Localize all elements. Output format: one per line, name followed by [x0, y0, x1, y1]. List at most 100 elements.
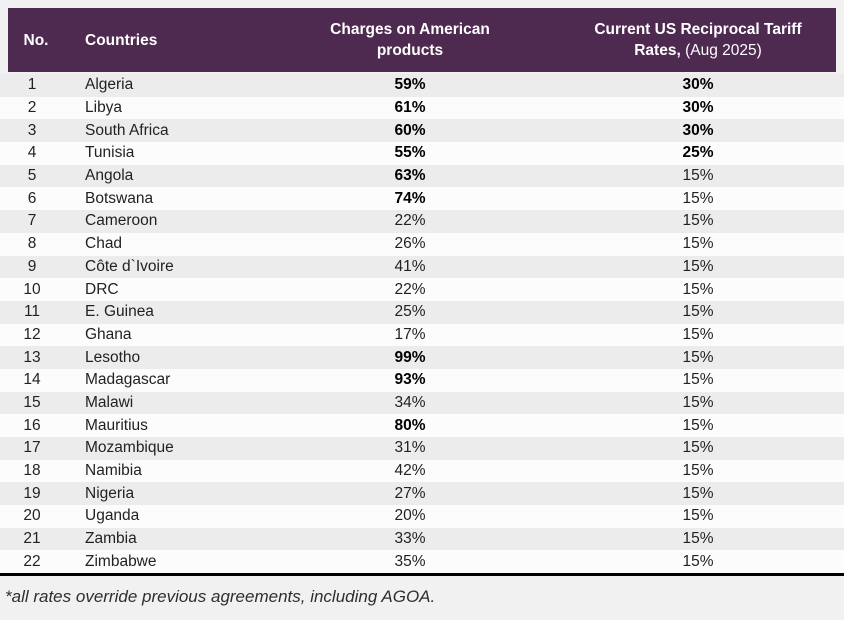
row-number: 3 [27, 121, 37, 139]
tariff-value: 15% [682, 484, 714, 502]
tariff-value: 30% [682, 76, 714, 94]
table-row: 16 Mauritius 80% 15% [0, 414, 844, 437]
tariff-value: 15% [682, 257, 714, 275]
charge-value: 17% [394, 325, 426, 343]
row-number: 15 [23, 393, 41, 411]
column-header-charges-line2: products [376, 42, 444, 59]
row-number: 17 [23, 439, 41, 457]
charge-value: 59% [394, 76, 426, 94]
country-name: E. Guinea [85, 303, 154, 321]
table-row: 9 Côte d`Ivoire 41% 15% [0, 255, 844, 279]
country-name: Ghana [85, 325, 132, 343]
tariff-value: 15% [682, 439, 714, 457]
charge-value: 41% [394, 257, 426, 275]
table-row: 10 DRC 22% 15% [0, 278, 844, 301]
row-number: 7 [27, 212, 37, 230]
country-name: Nigeria [85, 484, 135, 502]
tariff-value: 15% [682, 371, 714, 389]
table-row: 15 Malawi 34% 15% [0, 391, 844, 415]
column-header-tariff: Current US Reciprocal Tariff Rates, (Aug… [560, 19, 836, 61]
charge-value: 80% [394, 416, 426, 434]
table-row: 18 Namibia 42% 15% [0, 459, 844, 483]
tariff-value: 15% [682, 212, 714, 230]
table-row: 11 E. Guinea 25% 15% [0, 300, 844, 324]
row-number: 4 [27, 144, 37, 162]
row-number: 2 [27, 99, 37, 117]
charge-value: 26% [394, 235, 426, 253]
table-body: 1 Algeria 59% 30% 2 Libya 61% 30% 3 South Africa 6… [0, 74, 844, 574]
country-name: Zimbabwe [85, 552, 157, 570]
column-header-charges-line1: Charges on American [330, 21, 490, 38]
row-number: 9 [27, 257, 37, 275]
row-number: 10 [23, 280, 41, 298]
tariff-value: 15% [682, 507, 714, 525]
tariff-value: 15% [682, 235, 714, 253]
table-row: 8 Chad 26% 15% [0, 232, 844, 256]
table-row: 4 Tunisia 55% 25% [0, 142, 844, 165]
row-number: 6 [27, 189, 37, 207]
charge-value: 74% [394, 189, 426, 207]
country-name: Algeria [85, 76, 134, 94]
table-row: 20 Uganda 20% 15% [0, 505, 844, 528]
row-number: 5 [27, 167, 37, 185]
tariff-value: 15% [682, 325, 714, 343]
tariff-value: 15% [682, 552, 714, 570]
country-name: South Africa [85, 121, 169, 139]
charge-value: 99% [394, 348, 426, 366]
tariff-value: 30% [682, 99, 714, 117]
country-name: Tunisia [85, 144, 135, 162]
country-name: Chad [85, 235, 123, 253]
table-row: 21 Zambia 33% 15% [0, 527, 844, 551]
table-bottom-border [0, 573, 844, 577]
charge-value: 63% [394, 167, 426, 185]
charge-value: 61% [394, 99, 426, 117]
charge-value: 22% [394, 280, 426, 298]
table-row: 17 Mozambique 31% 15% [0, 437, 844, 460]
table-row: 2 Libya 61% 30% [0, 96, 844, 120]
table-row: 3 South Africa 60% 30% [0, 119, 844, 143]
country-name: Zambia [85, 530, 137, 548]
tariff-value: 15% [682, 416, 714, 434]
tariff-value: 25% [682, 144, 714, 162]
row-number: 14 [23, 371, 41, 389]
charge-value: 25% [394, 303, 426, 321]
column-header-charges: Charges on American products [260, 19, 560, 61]
tariff-value: 15% [682, 280, 714, 298]
country-name: Lesotho [85, 348, 141, 366]
country-name: Uganda [85, 507, 140, 525]
table-row: 19 Nigeria 27% 15% [0, 482, 844, 506]
tariff-value: 15% [682, 189, 714, 207]
charge-value: 34% [394, 393, 426, 411]
country-name: Angola [85, 167, 134, 185]
row-number: 13 [23, 348, 41, 366]
column-header-tariff-line1: Current US Reciprocal Tariff [594, 21, 802, 38]
row-number: 12 [23, 325, 41, 343]
charge-value: 55% [394, 144, 426, 162]
country-name: Mauritius [85, 416, 148, 434]
country-name: Cameroon [85, 212, 158, 230]
charge-value: 35% [394, 552, 426, 570]
row-number: 1 [27, 76, 37, 94]
country-name: Namibia [85, 462, 142, 480]
table-row: 6 Botswana 74% 15% [0, 187, 844, 211]
footnote-text: *all rates override previous agreements,… [5, 587, 436, 607]
table-row: 14 Madagascar 93% 15% [0, 368, 844, 392]
table-row: 12 Ghana 17% 15% [0, 323, 844, 347]
country-name: Libya [85, 99, 123, 117]
charge-value: 33% [394, 530, 426, 548]
table-row: 7 Cameroon 22% 15% [0, 210, 844, 233]
table-row: 1 Algeria 59% 30% [0, 74, 844, 97]
country-name: Mozambique [85, 439, 174, 457]
tariff-value: 15% [682, 530, 714, 548]
row-number: 22 [23, 552, 41, 570]
tariff-value: 15% [682, 167, 714, 185]
charge-value: 31% [394, 439, 426, 457]
charge-value: 22% [394, 212, 426, 230]
table-row: 13 Lesotho 99% 15% [0, 346, 844, 369]
charge-value: 27% [394, 484, 426, 502]
tariff-value: 15% [682, 393, 714, 411]
tariff-value: 15% [682, 348, 714, 366]
tariff-value: 15% [682, 462, 714, 480]
tariff-table-page: No. Countries Charges on American produc… [0, 8, 844, 607]
row-number: 21 [23, 530, 41, 548]
